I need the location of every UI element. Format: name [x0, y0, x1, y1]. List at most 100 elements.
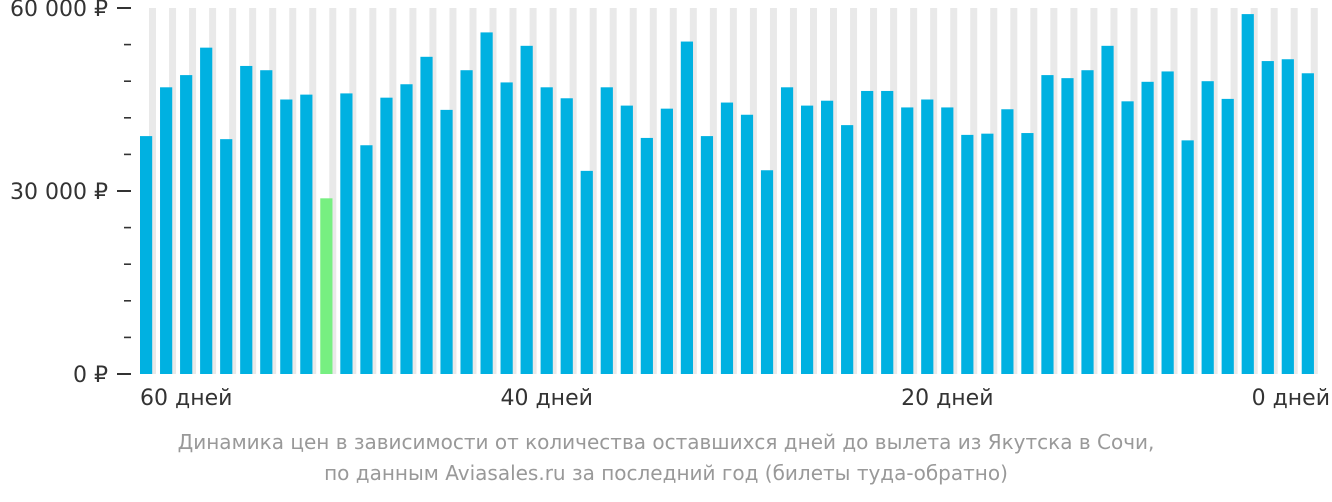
- price-bar[interactable]: [800, 105, 814, 374]
- background-stripe: [689, 8, 697, 374]
- price-bar[interactable]: [160, 87, 173, 375]
- price-bar[interactable]: [520, 45, 533, 374]
- background-stripe: [1210, 8, 1218, 374]
- background-stripe: [910, 8, 918, 374]
- y-axis: 0 ₽ 30 000 ₽ 60 000 ₽: [10, 0, 131, 388]
- price-bar[interactable]: [1081, 70, 1094, 374]
- price-bar[interactable]: [680, 41, 694, 375]
- price-bar[interactable]: [1021, 133, 1034, 374]
- price-bar[interactable]: [540, 87, 553, 375]
- background-stripe: [1010, 8, 1018, 374]
- background-stripe: [449, 8, 457, 374]
- background-stripe: [1290, 8, 1298, 374]
- background-stripe: [789, 8, 797, 374]
- background-stripe: [709, 8, 717, 374]
- background-stripe: [329, 8, 337, 374]
- background-stripe: [509, 8, 517, 374]
- background-stripe: [569, 8, 577, 374]
- price-bar[interactable]: [640, 137, 653, 374]
- background-stripe: [369, 8, 377, 374]
- price-bar[interactable]: [961, 134, 974, 374]
- price-bar[interactable]: [280, 99, 293, 375]
- background-stripe: [309, 8, 317, 374]
- background-stripe: [389, 8, 397, 374]
- x-axis: 60 дней 40 дней 20 дней 0 дней: [140, 386, 1330, 411]
- price-bar[interactable]: [220, 139, 233, 374]
- background-stripe: [930, 8, 938, 374]
- price-bar[interactable]: [580, 170, 593, 374]
- background-stripe: [549, 8, 557, 374]
- price-bar[interactable]: [1281, 59, 1294, 375]
- price-bar[interactable]: [380, 97, 393, 375]
- price-bar[interactable]: [260, 70, 273, 374]
- price-bar[interactable]: [981, 133, 994, 374]
- background-stripe: [870, 8, 878, 374]
- price-bar[interactable]: [340, 93, 353, 375]
- background-stripe: [249, 8, 257, 374]
- price-bar[interactable]: [901, 107, 914, 375]
- price-bar[interactable]: [440, 109, 453, 375]
- price-bar[interactable]: [460, 70, 473, 374]
- background-stripe: [489, 8, 497, 374]
- price-bar[interactable]: [560, 98, 573, 374]
- price-bar[interactable]: [1301, 73, 1314, 375]
- price-bar[interactable]: [821, 100, 834, 374]
- price-bar[interactable]: [780, 87, 794, 375]
- price-bar[interactable]: [500, 82, 513, 375]
- price-bar[interactable]: [1101, 45, 1114, 374]
- chart-caption-line-2: по данным Aviasales.ru за последний год …: [324, 461, 1008, 485]
- price-bar[interactable]: [1161, 71, 1174, 374]
- background-stripe: [769, 8, 777, 374]
- price-bar[interactable]: [600, 87, 613, 375]
- price-bar[interactable]: [1141, 81, 1154, 374]
- background-stripe: [1310, 8, 1318, 374]
- background-stripe: [189, 8, 197, 374]
- price-bar[interactable]: [480, 32, 493, 375]
- price-bar[interactable]: [620, 105, 633, 374]
- price-bar[interactable]: [1121, 101, 1134, 374]
- chart-caption-line-1: Динамика цен в зависимости от количества…: [177, 430, 1155, 454]
- price-bar[interactable]: [400, 84, 413, 374]
- background-stripe: [209, 8, 217, 374]
- price-bar[interactable]: [1201, 81, 1214, 374]
- price-bar[interactable]: [140, 136, 153, 374]
- price-bar[interactable]: [200, 47, 213, 375]
- background-stripe: [649, 8, 657, 374]
- price-bar[interactable]: [1041, 75, 1054, 374]
- price-bar[interactable]: [1001, 109, 1014, 374]
- price-bar[interactable]: [180, 75, 193, 374]
- price-bar[interactable]: [941, 107, 954, 375]
- price-bar[interactable]: [1061, 78, 1074, 375]
- background-stripe: [409, 8, 417, 374]
- price-bar[interactable]: [1221, 98, 1234, 374]
- price-bar[interactable]: [240, 65, 253, 374]
- price-bar[interactable]: [720, 102, 734, 375]
- price-bar-cheapest[interactable]: [320, 198, 333, 374]
- price-bar[interactable]: [760, 170, 774, 374]
- background-stripe: [1090, 8, 1098, 374]
- price-bar[interactable]: [360, 145, 373, 374]
- background-stripe: [1050, 8, 1058, 374]
- price-bar[interactable]: [861, 90, 874, 375]
- background-stripe: [1130, 8, 1138, 374]
- background-stripe: [429, 8, 437, 374]
- price-bar[interactable]: [420, 56, 433, 375]
- background-stripe: [729, 8, 737, 374]
- price-bar[interactable]: [1261, 61, 1274, 374]
- price-bar[interactable]: [841, 125, 854, 375]
- price-bar[interactable]: [1241, 14, 1254, 374]
- price-bar[interactable]: [1181, 140, 1194, 374]
- price-bar[interactable]: [740, 114, 754, 374]
- price-bar[interactable]: [881, 90, 894, 375]
- background-stripe: [830, 8, 838, 374]
- background-stripe: [1110, 8, 1118, 374]
- x-tick-label: 0 дней: [1252, 386, 1330, 411]
- bar-series: [140, 14, 1314, 375]
- price-bar[interactable]: [700, 136, 714, 374]
- background-stripe: [990, 8, 998, 374]
- background-stripe: [169, 8, 177, 374]
- price-bar[interactable]: [300, 94, 313, 375]
- price-bar[interactable]: [660, 108, 673, 375]
- price-bar[interactable]: [921, 99, 934, 375]
